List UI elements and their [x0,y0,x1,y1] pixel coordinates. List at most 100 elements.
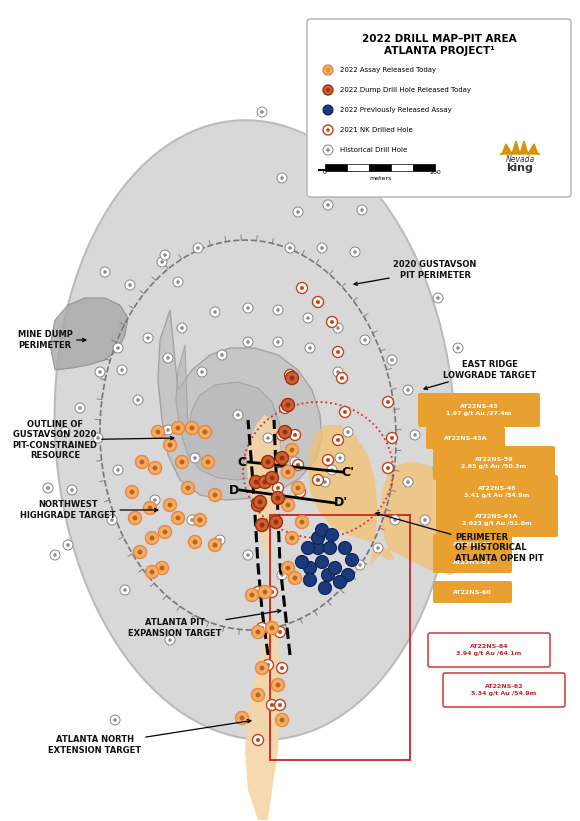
Text: OUTLINE OF
GUSTAVSON 2020
PIT-CONSTRAINED
RESOURCE: OUTLINE OF GUSTAVSON 2020 PIT-CONSTRAINE… [13,420,174,460]
Circle shape [491,111,494,113]
Circle shape [293,461,296,464]
Circle shape [113,343,123,353]
Circle shape [150,495,160,505]
Circle shape [124,589,126,591]
Circle shape [133,516,137,521]
Circle shape [277,309,280,311]
Circle shape [332,346,343,357]
Circle shape [163,353,173,363]
Text: AT22NS-60: AT22NS-60 [453,589,492,594]
Circle shape [336,373,347,383]
Circle shape [339,456,342,460]
Circle shape [148,506,152,510]
Circle shape [111,519,114,521]
Circle shape [270,516,282,529]
Circle shape [327,129,329,131]
Circle shape [326,88,330,92]
Circle shape [327,204,329,207]
Text: PERIMETER
OF HISTORICAL
ATLANTA OPEN PIT: PERIMETER OF HISTORICAL ATLANTA OPEN PIT [376,512,544,563]
Circle shape [180,327,183,329]
Circle shape [494,144,496,146]
Polygon shape [158,310,322,500]
Circle shape [300,287,304,290]
Circle shape [403,385,413,395]
Circle shape [376,547,379,549]
Circle shape [138,550,142,554]
Circle shape [164,254,166,256]
Circle shape [285,531,299,544]
Circle shape [176,516,180,521]
Text: Nevada: Nevada [505,155,535,164]
Circle shape [257,107,267,117]
Circle shape [322,455,333,466]
Circle shape [190,519,194,521]
Circle shape [323,145,333,155]
Circle shape [324,542,336,554]
Circle shape [180,460,184,464]
Circle shape [323,105,333,115]
Circle shape [270,590,274,594]
Circle shape [125,485,139,498]
Circle shape [252,498,264,511]
Circle shape [320,477,330,487]
Circle shape [150,570,154,574]
Circle shape [335,453,345,463]
Circle shape [217,350,227,360]
Circle shape [288,374,292,377]
Circle shape [285,243,295,253]
Circle shape [67,485,77,495]
Circle shape [155,562,169,575]
Text: AT22NS-59
2.65 g/t Au /50.3m: AT22NS-59 2.65 g/t Au /50.3m [462,457,527,469]
Circle shape [309,346,311,350]
Circle shape [147,337,150,340]
Circle shape [475,460,485,470]
Text: AT22NS-43
1.97 g/t Au /27.4m: AT22NS-43 1.97 g/t Au /27.4m [447,405,512,415]
Circle shape [395,113,405,123]
Circle shape [346,430,350,433]
Circle shape [286,566,290,571]
Circle shape [281,498,295,511]
FancyBboxPatch shape [307,19,571,197]
Circle shape [121,369,124,371]
Circle shape [169,639,172,641]
Text: NORTHWEST
HIGHGRADE TARGET: NORTHWEST HIGHGRADE TARGET [20,500,158,520]
Circle shape [290,447,294,452]
Circle shape [125,280,135,290]
Circle shape [164,498,176,511]
Circle shape [250,593,254,597]
Circle shape [420,515,430,525]
Text: AT22NS-62
5.34 g/t Au /54.9m: AT22NS-62 5.34 g/t Au /54.9m [472,685,536,695]
Circle shape [193,243,203,253]
Circle shape [393,519,397,521]
Circle shape [153,466,157,470]
Circle shape [288,246,292,250]
Circle shape [386,400,390,404]
Circle shape [156,430,160,434]
Circle shape [423,519,426,521]
Circle shape [176,426,180,430]
Circle shape [243,303,253,313]
Text: ATLANTA NORTH
EXTENSION TARGET: ATLANTA NORTH EXTENSION TARGET [49,719,251,754]
Circle shape [114,718,117,722]
Circle shape [161,260,164,264]
Circle shape [286,502,290,507]
Circle shape [133,395,143,405]
FancyBboxPatch shape [436,475,558,509]
Circle shape [188,535,201,548]
Circle shape [172,421,184,434]
Circle shape [208,539,222,552]
Circle shape [273,337,283,347]
Circle shape [295,516,309,529]
Circle shape [173,277,183,287]
Text: AT22NS-61A
2.923 g/t Au /51.8m: AT22NS-61A 2.923 g/t Au /51.8m [462,515,532,525]
Text: AT22NS-43A: AT22NS-43A [444,435,487,441]
Circle shape [270,515,281,525]
Circle shape [327,149,329,152]
Circle shape [300,520,304,524]
Circle shape [316,478,320,482]
FancyBboxPatch shape [428,633,550,667]
Circle shape [182,481,194,494]
Circle shape [286,403,290,407]
Circle shape [245,589,259,602]
Circle shape [166,429,169,432]
